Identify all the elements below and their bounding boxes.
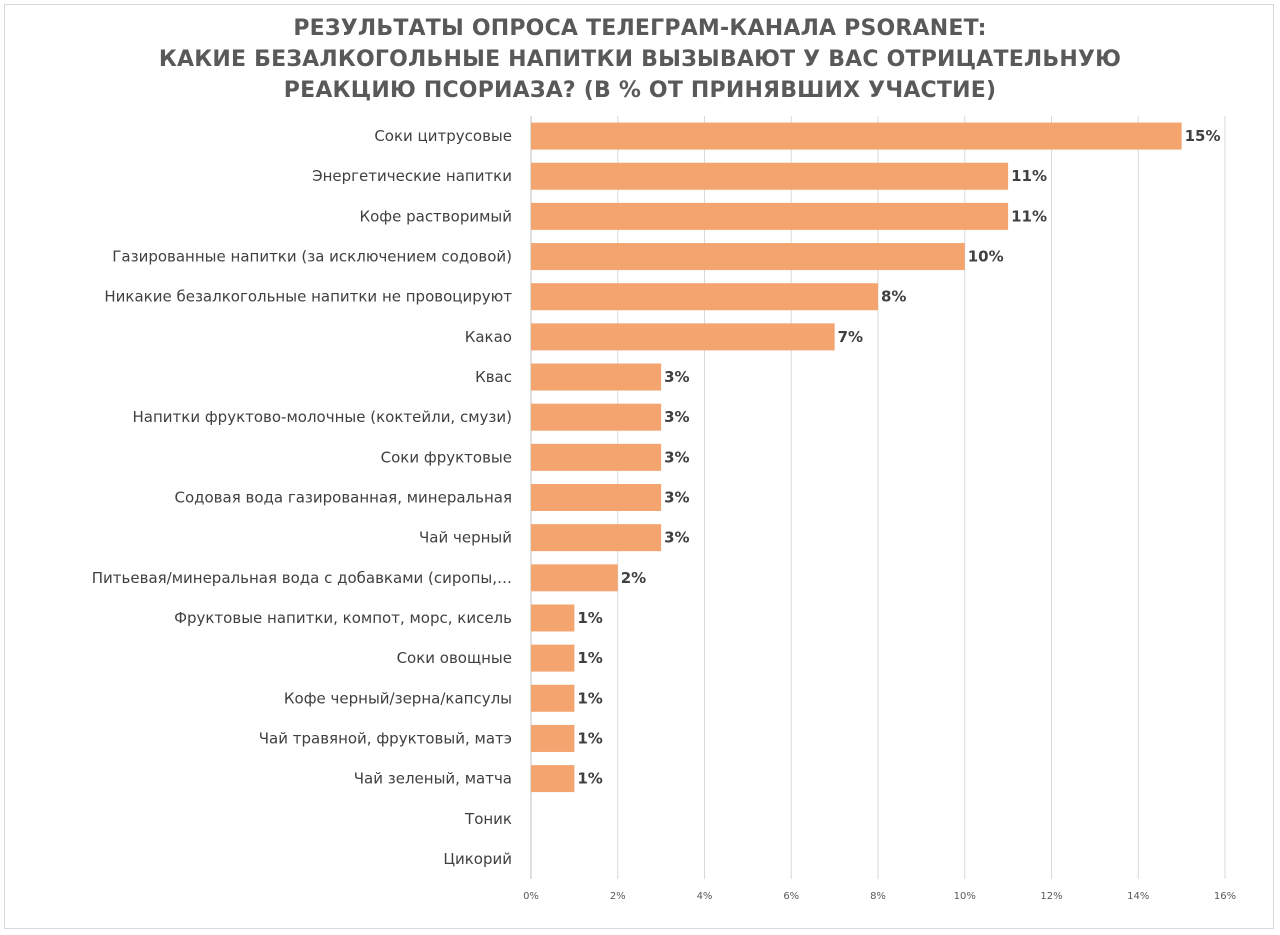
bar [531, 644, 575, 672]
x-tick-label: 6% [783, 891, 799, 902]
data-label: 3% [664, 489, 689, 507]
category-label: Соки овощные [397, 649, 512, 667]
bar [531, 243, 965, 271]
bar [531, 484, 662, 511]
data-label: 7% [838, 328, 863, 346]
category-label: Фруктовые напитки, компот, морс, кисель [174, 609, 512, 627]
category-label: Кофе растворимый [359, 207, 512, 225]
data-label: 1% [577, 649, 602, 667]
bar [531, 443, 662, 471]
bar [531, 202, 1009, 230]
category-label: Какао [465, 328, 512, 346]
category-label: Кофе черный/зерна/капсулы [284, 689, 512, 707]
category-label: Квас [475, 368, 512, 386]
data-label: 1% [577, 609, 602, 627]
data-labels: 15% 11% 11% 10% 8% 7% 3% 3% 3% 3% 3% 2% 1% 1% 1% 1% 1% [577, 127, 1220, 788]
data-label: 3% [664, 529, 689, 547]
chart-title-line-2: КАКИЕ БЕЗАЛКОГОЛЬНЫЕ НАПИТКИ ВЫЗЫВАЮТ У … [158, 47, 1122, 72]
data-label: 8% [881, 288, 906, 306]
chart-title-line-3: РЕАКЦИЮ ПСОРИАЗА? (В % ОТ ПРИНЯВШИХ УЧАС… [283, 78, 997, 103]
x-tick-label: 16% [1214, 891, 1236, 902]
data-label: 1% [577, 689, 602, 707]
category-label: Цикорий [443, 850, 512, 868]
data-label: 1% [577, 729, 602, 747]
bar [531, 162, 1009, 190]
category-label: Чай черный [419, 529, 512, 547]
category-label: Питьевая/минеральная вода с добавками (с… [92, 569, 512, 587]
category-label: Напитки фруктово-молочные (коктейли, сму… [133, 408, 513, 426]
category-labels: Соки цитрусовые Энергетические напитки Коф… [92, 127, 512, 868]
chart-title-line-1: РЕЗУЛЬТАТЫ ОПРОСА ТЕЛЕГРАМ-КАНАЛА PSORAN… [293, 16, 987, 41]
bar [531, 122, 1182, 150]
data-label: 11% [1011, 207, 1047, 225]
x-axis-ticks: 0% 2% 4% 6% 8% 10% 12% 14% 16% [523, 891, 1236, 902]
bar [531, 564, 618, 592]
category-label: Соки цитрусовые [374, 127, 512, 145]
bar [531, 363, 662, 391]
bar [531, 323, 835, 351]
x-tick-label: 10% [954, 891, 976, 902]
category-label: Чай зеленый, матча [354, 770, 512, 788]
x-tick-label: 12% [1040, 891, 1062, 902]
data-label: 1% [577, 770, 602, 788]
chart-title: РЕЗУЛЬТАТЫ ОПРОСА ТЕЛЕГРАМ-КАНАЛА PSORAN… [5, 13, 1275, 106]
x-tick-label: 14% [1127, 891, 1149, 902]
bar [531, 724, 575, 752]
data-label: 3% [664, 368, 689, 386]
category-label: Газированные напитки (за исключением сод… [112, 248, 512, 266]
bar [531, 524, 662, 552]
x-tick-label: 8% [870, 891, 886, 902]
data-label: 3% [664, 448, 689, 466]
category-label: Чай травяной, фруктовый, матэ [259, 729, 512, 747]
x-tick-label: 0% [523, 891, 539, 902]
category-label: Тоник [464, 810, 512, 828]
data-label: 15% [1185, 127, 1221, 145]
category-label: Никакие безалкогольные напитки не провоц… [104, 288, 512, 306]
bars [531, 122, 1182, 793]
x-tick-label: 2% [610, 891, 626, 902]
category-label: Энергетические напитки [312, 167, 512, 185]
category-label: Содовая вода газированная, минеральная [174, 489, 512, 507]
data-label: 10% [968, 248, 1004, 266]
bar [531, 765, 575, 793]
bar [531, 684, 575, 712]
data-label: 3% [664, 408, 689, 426]
bar [531, 403, 662, 431]
bar [531, 283, 878, 311]
x-tick-label: 4% [697, 891, 713, 902]
data-label: 11% [1011, 167, 1047, 185]
chart-frame: РЕЗУЛЬТАТЫ ОПРОСА ТЕЛЕГРАМ-КАНАЛА PSORAN… [4, 4, 1274, 929]
category-label: Соки фруктовые [381, 448, 512, 466]
data-label: 2% [621, 569, 646, 587]
bar [531, 604, 575, 632]
